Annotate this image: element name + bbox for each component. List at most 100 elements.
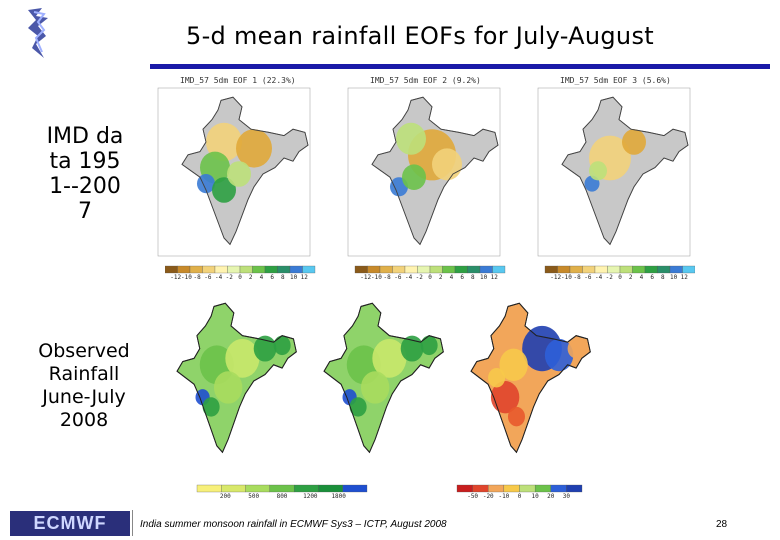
colorbar-tick-label: 0 [618, 274, 622, 280]
colorbar-tick-label: -6 [204, 274, 212, 280]
colorbar-swatch [342, 484, 368, 493]
ecmwf-logo-text: ECMWF [33, 513, 107, 533]
eof-map [157, 87, 311, 257]
colorbar-swatch [467, 265, 481, 274]
colorbar-tick-label: 6 [460, 274, 464, 280]
colorbar-swatch [392, 265, 406, 274]
colorbar-swatch [289, 265, 303, 274]
eof-panel-1: IMD_57 5dm EOF 1 (22.3%) [150, 76, 320, 264]
eof-panel-title: IMD_57 5dm EOF 2 (9.2%) [370, 76, 481, 85]
colorbar-tick-label: -2 [226, 274, 234, 280]
colorbar-tick-label: 10 [532, 493, 540, 499]
colorbar-tick-label: 6 [650, 274, 654, 280]
observed-row-label-text: Observed Rainfall June-July 2008 [38, 340, 130, 431]
colorbar-tick-label: -12 [170, 274, 181, 280]
colorbar-swatch [302, 265, 316, 274]
eof-panel-2: IMD_57 5dm EOF 2 (9.2%) [340, 76, 510, 264]
colorbar-swatch [632, 265, 646, 274]
colorbar-swatch [239, 265, 253, 274]
colorbar-swatch [479, 265, 493, 274]
colorbar-tick-label: -10 [498, 493, 509, 499]
actual-colorbar: 200 500 800 1200 1800 [196, 484, 368, 499]
colorbar-tick-label: -10 [371, 274, 382, 280]
colorbar-tick-label: 20 [547, 493, 555, 499]
colorbar-swatch [196, 484, 222, 493]
colorbar-swatch [534, 484, 551, 493]
colorbar-tick-label: -10 [561, 274, 572, 280]
colorbar-swatch [644, 265, 658, 274]
colorbar-swatch [318, 484, 343, 493]
colorbar-tick-label: 10 [480, 274, 488, 280]
colorbar-swatch [189, 265, 203, 274]
colorbar-swatch [569, 265, 583, 274]
colorbar-swatch [177, 265, 191, 274]
colorbar-swatch [550, 484, 567, 493]
observed-panel-3: Departure (%) [452, 298, 597, 463]
colorbar-tick-label: 2 [629, 274, 633, 280]
colorbar-swatch [657, 265, 671, 274]
colorbar-swatch [619, 265, 633, 274]
colorbar-swatch [269, 484, 295, 493]
colorbar-swatch [227, 265, 241, 274]
colorbar-tick-label: 0 [238, 274, 242, 280]
colorbar-tick-label: -8 [384, 274, 392, 280]
colorbar-swatch [252, 265, 266, 274]
colorbar-tick-label: 0 [428, 274, 432, 280]
colorbar-swatch [277, 265, 291, 274]
eof-panel-title: IMD_57 5dm EOF 3 (5.6%) [560, 76, 671, 85]
colorbar-swatch [264, 265, 278, 274]
colorbar-tick-label: 500 [248, 493, 259, 499]
colorbar-tick-label: 1200 [303, 493, 318, 499]
colorbar-tick-label: 10 [290, 274, 298, 280]
colorbar-swatch [582, 265, 596, 274]
colorbar-swatch [165, 265, 178, 274]
observed-panel-1: Actual (mm) [158, 298, 303, 463]
observed-panel-2: Normal (mm) [305, 298, 450, 463]
slide-title: 5-d mean rainfall EOFs for July-August [186, 22, 654, 50]
departure-colorbar: -50 -20 -10 0 10 20 30 [456, 484, 583, 499]
colorbar-swatch [456, 484, 473, 493]
colorbar-tick-label: -4 [215, 274, 223, 280]
colorbar-tick-label: -8 [194, 274, 202, 280]
ecmwf-logo-bar: ECMWF [10, 511, 130, 536]
eof-map [537, 87, 691, 257]
eof-panel-title: IMD_57 5dm EOF 1 (22.3%) [180, 76, 296, 85]
colorbar-tick-label: -10 [181, 274, 192, 280]
observed-row-label: Observed Rainfall June-July 2008 [24, 340, 144, 432]
colorbar-swatch [492, 265, 506, 274]
colorbar-swatch [488, 484, 505, 493]
colorbar-tick-label: -4 [595, 274, 603, 280]
colorbar-swatch [221, 484, 246, 493]
colorbar-swatch [566, 484, 583, 493]
eof-row-label: IMD data 1951--2007 [30, 124, 140, 224]
colorbar-tick-label: -2 [416, 274, 424, 280]
colorbar-tick-label: 8 [661, 274, 665, 280]
colorbar-tick-label: 12 [491, 274, 499, 280]
colorbar-swatch [214, 265, 228, 274]
observed-map [452, 298, 597, 463]
colorbar-swatch [544, 265, 558, 274]
colorbar-swatch [669, 265, 683, 274]
colorbar-tick-label: -12 [550, 274, 561, 280]
colorbar-tick-label: 2 [439, 274, 443, 280]
colorbar-swatch [367, 265, 381, 274]
observed-map [158, 298, 303, 463]
colorbar-tick-label: -6 [394, 274, 402, 280]
colorbar-tick-label: 8 [471, 274, 475, 280]
colorbar-swatch [404, 265, 418, 274]
colorbar-tick-label: -20 [483, 493, 494, 499]
colorbar-tick-label: -4 [405, 274, 413, 280]
colorbar-tick-label: 30 [563, 493, 571, 499]
colorbar-swatch [379, 265, 393, 274]
colorbar-swatch [202, 265, 216, 274]
footer-caption: India summer monsoon rainfall in ECMWF S… [140, 519, 447, 530]
colorbar-tick-label: 4 [260, 274, 264, 280]
colorbar-swatch [503, 484, 520, 493]
colorbar-tick-label: 12 [301, 274, 309, 280]
eof-colorbars: -12 -10 -8 -6 -4 -2 0 2 4 6 8 10 12 -12 -10 -8 -6 -4 -2 0 2 4… [165, 265, 695, 280]
colorbar-swatch [594, 265, 608, 274]
colorbar-tick-label: -12 [360, 274, 371, 280]
colorbar-tick-label: 1800 [331, 493, 346, 499]
colorbar-tick-label: 6 [270, 274, 274, 280]
colorbar-swatch [293, 484, 319, 493]
